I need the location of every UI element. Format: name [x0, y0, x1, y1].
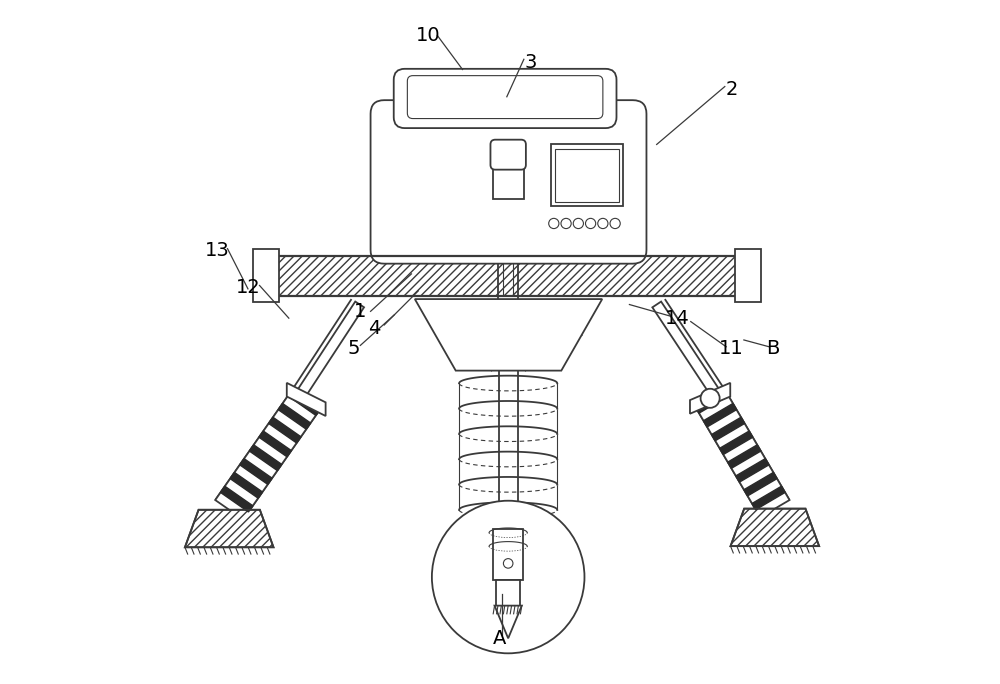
- Text: 4: 4: [368, 319, 380, 338]
- FancyBboxPatch shape: [407, 76, 603, 118]
- Polygon shape: [296, 302, 364, 398]
- Bar: [551, 144, 623, 206]
- Text: 10: 10: [416, 26, 441, 45]
- Circle shape: [610, 218, 620, 228]
- FancyBboxPatch shape: [371, 100, 646, 263]
- Text: 12: 12: [236, 278, 260, 297]
- Bar: [493, 158, 524, 199]
- Bar: [253, 250, 279, 302]
- Polygon shape: [695, 390, 728, 413]
- Polygon shape: [744, 473, 777, 496]
- Polygon shape: [752, 486, 785, 510]
- Polygon shape: [712, 417, 745, 440]
- Text: 1: 1: [354, 302, 367, 321]
- Circle shape: [503, 559, 513, 568]
- Bar: [735, 250, 761, 302]
- Text: 13: 13: [205, 241, 230, 259]
- Circle shape: [598, 218, 608, 228]
- Polygon shape: [230, 473, 262, 498]
- Text: 5: 5: [347, 339, 360, 358]
- Text: 3: 3: [524, 53, 537, 73]
- Polygon shape: [249, 445, 282, 471]
- Polygon shape: [652, 302, 721, 398]
- Polygon shape: [415, 299, 602, 371]
- Polygon shape: [495, 605, 522, 638]
- Text: A: A: [493, 629, 507, 648]
- Circle shape: [585, 218, 596, 228]
- Polygon shape: [736, 459, 769, 482]
- Circle shape: [561, 218, 571, 228]
- Circle shape: [432, 501, 584, 653]
- Polygon shape: [288, 390, 320, 415]
- Circle shape: [701, 389, 720, 408]
- Polygon shape: [259, 431, 291, 457]
- Polygon shape: [704, 404, 737, 427]
- Polygon shape: [731, 509, 819, 546]
- Text: 11: 11: [719, 339, 744, 358]
- Polygon shape: [287, 383, 326, 416]
- Polygon shape: [185, 510, 273, 547]
- Bar: [275, 256, 738, 295]
- Polygon shape: [269, 417, 301, 443]
- Circle shape: [549, 218, 559, 228]
- Bar: [555, 148, 619, 202]
- Text: 14: 14: [665, 308, 689, 328]
- Circle shape: [573, 218, 583, 228]
- Polygon shape: [695, 390, 790, 517]
- Bar: [275, 256, 738, 295]
- Text: B: B: [766, 339, 779, 358]
- Polygon shape: [240, 459, 272, 484]
- Polygon shape: [221, 486, 253, 512]
- Polygon shape: [278, 404, 311, 429]
- Bar: [496, 581, 520, 605]
- Polygon shape: [690, 383, 730, 414]
- Polygon shape: [215, 390, 320, 520]
- FancyBboxPatch shape: [394, 69, 616, 128]
- Text: 2: 2: [725, 81, 738, 99]
- FancyBboxPatch shape: [490, 140, 526, 170]
- Polygon shape: [728, 445, 761, 469]
- Polygon shape: [720, 431, 753, 454]
- Bar: [493, 529, 523, 581]
